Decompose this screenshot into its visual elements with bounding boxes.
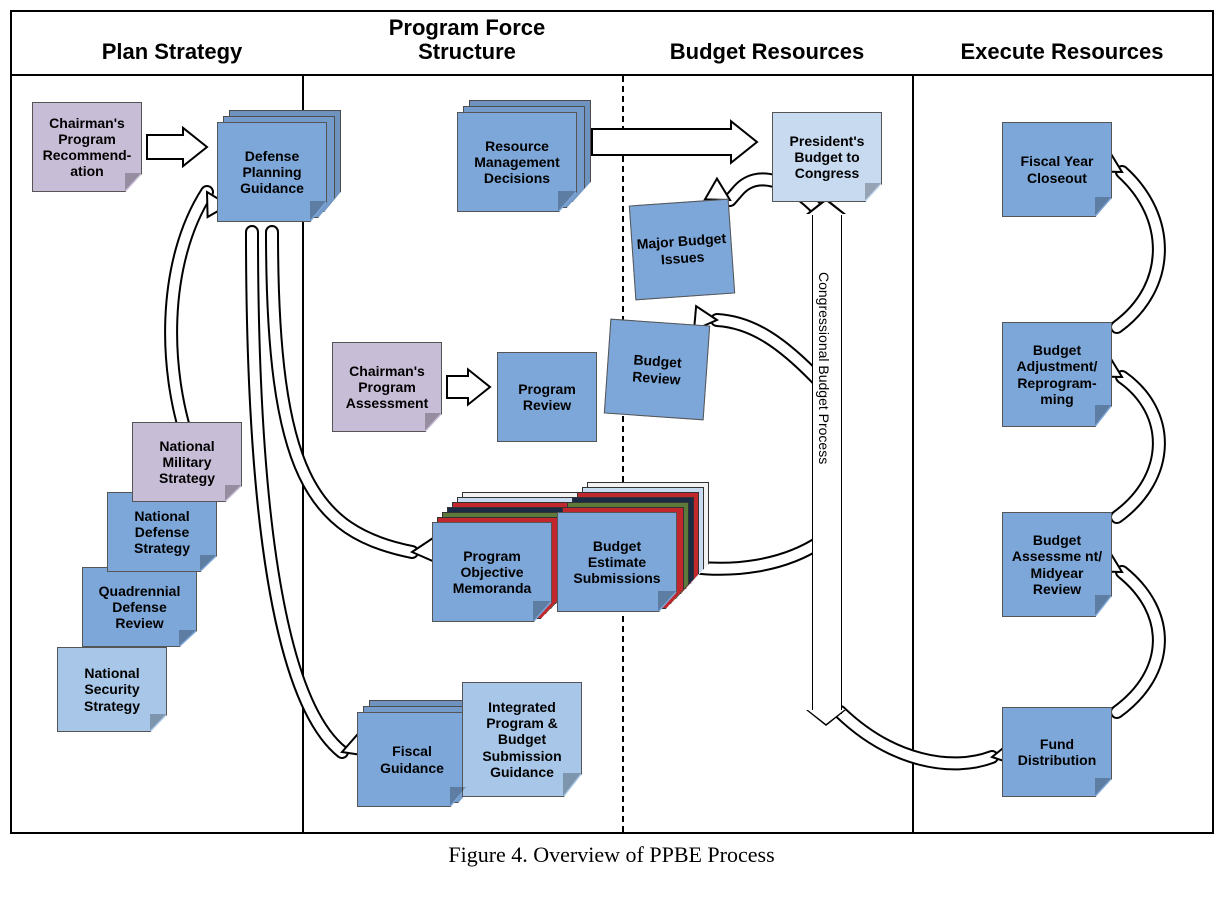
column-header-program: Program ForceStructure xyxy=(342,16,592,64)
congress-process-label: Congressional Budget Process xyxy=(816,272,832,652)
node-mbi: Major Budget Issues xyxy=(629,199,735,301)
figure-caption: Figure 4. Overview of PPBE Process xyxy=(10,842,1213,868)
column-header-execute: Execute Resources xyxy=(922,40,1202,64)
header-rule xyxy=(12,74,1212,76)
node-br: Budget Review xyxy=(604,319,710,421)
column-divider-dashed xyxy=(622,76,624,832)
column-header-budget: Budget Resources xyxy=(632,40,902,64)
column-divider xyxy=(912,76,914,832)
diagram-frame: Plan Strategy Program ForceStructure Budge… xyxy=(10,10,1214,834)
node-pr: Program Review xyxy=(497,352,597,442)
column-header-plan: Plan Strategy xyxy=(72,40,272,64)
